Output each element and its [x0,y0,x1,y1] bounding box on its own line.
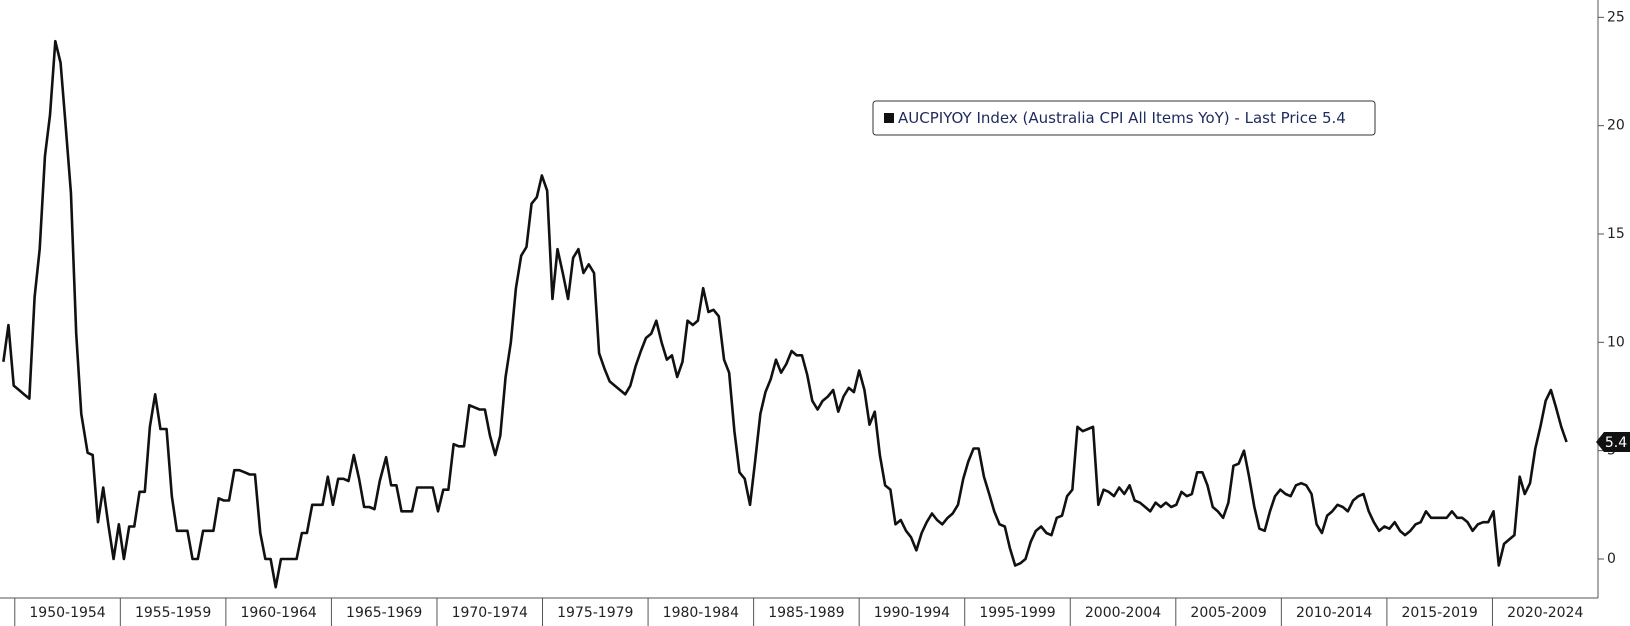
x-tick-label: 1970-1974 [452,605,528,621]
x-tick-label: 2005-2009 [1190,605,1266,621]
x-tick-label: 2000-2004 [1085,605,1161,621]
x-tick-label: 1955-1959 [135,605,211,621]
y-tick-label: 10 [1607,334,1625,350]
y-tick-label: 0 [1607,551,1616,567]
series-line [2,39,1568,589]
legend: AUCPIYOY Index (Australia CPI All Items … [872,100,1376,136]
x-tick-label: 1985-1989 [768,605,844,621]
legend-box [872,100,1376,136]
x-tick-label: 1990-1994 [874,605,950,621]
x-tick-label: 1980-1984 [663,605,739,621]
x-tick-label: 1965-1969 [346,605,422,621]
x-tick-label: 2020-2024 [1507,605,1583,621]
x-tick-label: 2010-2014 [1296,605,1372,621]
y-tick-label: 25 [1607,9,1625,25]
x-tick-label: 2015-2019 [1402,605,1478,621]
x-tick-label: 1950-1954 [29,605,105,621]
x-tick-label: 1995-1999 [979,605,1055,621]
y-tick-label: 15 [1607,226,1625,242]
legend-swatch [884,113,894,123]
x-tick-label: 1975-1979 [557,605,633,621]
last-price-tag [1596,432,1630,452]
legend-label: AUCPIYOY Index (Australia CPI All Items … [898,109,1346,127]
x-tick-label: 1960-1964 [240,605,316,621]
y-tick-label: 20 [1607,118,1625,134]
last-price-label: 5.4 [1605,435,1627,451]
